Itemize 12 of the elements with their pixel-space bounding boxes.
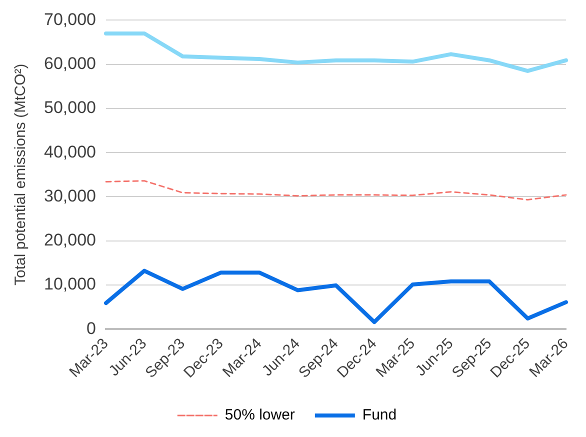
y-tick-label: 0 — [86, 318, 96, 338]
legend-label: 50% lower — [224, 406, 295, 424]
line-series — [105, 180, 567, 201]
y-axis-title: Total potential emissions (MtCO²) — [12, 64, 30, 286]
y-tick-label: 70,000 — [44, 10, 96, 29]
y-tick-label: 10,000 — [44, 274, 96, 294]
legend-label: Fund — [362, 406, 397, 424]
y-tick-label: 30,000 — [44, 186, 96, 206]
y-tick-label: 60,000 — [44, 54, 96, 74]
y-tick-label: 40,000 — [44, 142, 96, 162]
y-tick-label: 20,000 — [44, 230, 96, 250]
y-tick-label: 50,000 — [44, 98, 96, 118]
